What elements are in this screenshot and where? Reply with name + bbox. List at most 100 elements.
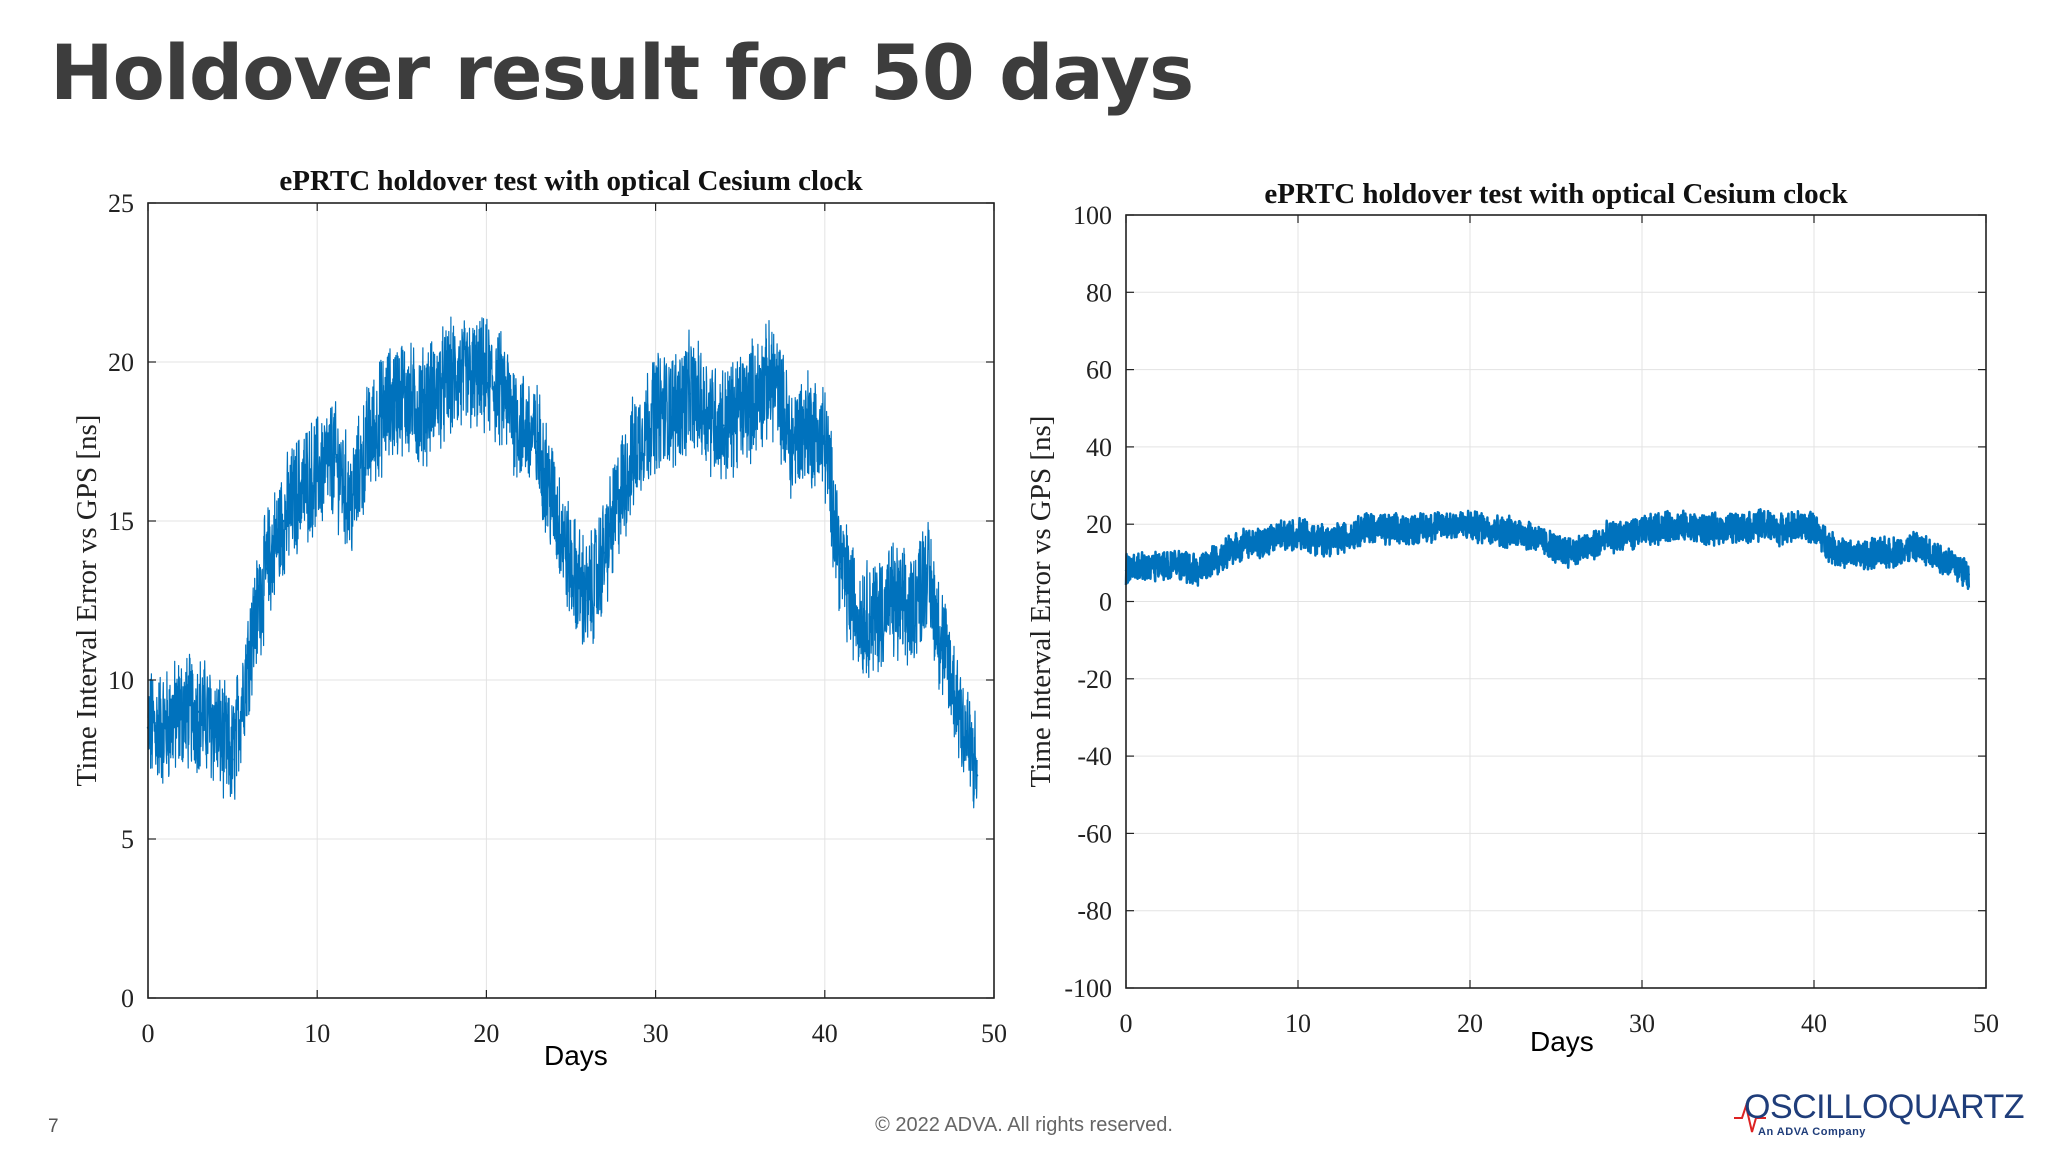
data-point bbox=[502, 392, 505, 395]
y-tick-label: 0 bbox=[1099, 588, 1112, 617]
y-tick-label: -80 bbox=[1077, 897, 1112, 926]
data-point bbox=[1468, 524, 1472, 528]
y-tick-label: -60 bbox=[1077, 819, 1112, 848]
series-line bbox=[1124, 508, 1971, 591]
data-point bbox=[180, 710, 184, 713]
series-line bbox=[147, 316, 978, 809]
x-tick-label: 40 bbox=[1801, 1009, 1827, 1038]
data-point bbox=[1830, 546, 1833, 549]
page-number: 7 bbox=[48, 1116, 59, 1137]
y-tick-label: 80 bbox=[1086, 278, 1112, 307]
data-point bbox=[603, 551, 607, 554]
logo-pulse-icon bbox=[1734, 1102, 1766, 1133]
y-tick-label: 60 bbox=[1086, 356, 1112, 385]
chart-right-xlabel: Days bbox=[1530, 1026, 1594, 1057]
data-point bbox=[705, 408, 708, 411]
data-point bbox=[1296, 532, 1300, 536]
data-point bbox=[299, 488, 302, 491]
data-point bbox=[975, 774, 979, 777]
data-point bbox=[958, 710, 962, 713]
data-point bbox=[1210, 561, 1214, 565]
x-tick-label: 20 bbox=[1457, 1009, 1483, 1038]
y-tick-label: 20 bbox=[108, 348, 134, 377]
data-point bbox=[316, 472, 319, 475]
chart-title: ePRTC holdover test with optical Cesium … bbox=[1264, 178, 1848, 210]
y-tick-label: 0 bbox=[121, 984, 134, 1013]
data-point bbox=[1486, 526, 1489, 530]
data-point bbox=[1365, 524, 1369, 528]
data-point bbox=[1933, 553, 1936, 557]
data-point bbox=[925, 567, 928, 570]
data-point bbox=[637, 440, 640, 443]
y-tick-label: 100 bbox=[1073, 201, 1112, 230]
data-point bbox=[1382, 528, 1386, 532]
data-point bbox=[1864, 553, 1867, 557]
data-point bbox=[417, 408, 420, 411]
data-point bbox=[722, 424, 725, 427]
data-point bbox=[552, 503, 556, 507]
data-point bbox=[857, 615, 860, 618]
data-point bbox=[1176, 561, 1179, 565]
data-point bbox=[349, 503, 353, 507]
data-point bbox=[1744, 526, 1747, 530]
data-point bbox=[671, 408, 674, 411]
data-point bbox=[451, 376, 454, 380]
data-point bbox=[163, 726, 167, 729]
data-point bbox=[569, 567, 573, 570]
y-tick-label: 15 bbox=[108, 507, 134, 536]
data-point bbox=[1331, 538, 1334, 541]
data-point bbox=[942, 647, 945, 650]
data-point bbox=[1967, 573, 1971, 576]
data-point bbox=[282, 519, 285, 523]
data-point bbox=[468, 376, 471, 380]
data-point bbox=[1400, 528, 1403, 532]
data-point bbox=[1314, 538, 1317, 541]
data-point bbox=[1847, 553, 1850, 557]
logo-tagline: An ADVA Company bbox=[1758, 1126, 1866, 1138]
x-tick-label: 40 bbox=[812, 1019, 838, 1048]
y-tick-label: -20 bbox=[1077, 665, 1112, 694]
data-point bbox=[1916, 546, 1919, 549]
data-point bbox=[1640, 530, 1644, 534]
data-point bbox=[789, 440, 793, 443]
data-point bbox=[248, 647, 251, 650]
x-tick-label: 0 bbox=[142, 1019, 155, 1048]
x-tick-label: 10 bbox=[304, 1019, 330, 1048]
data-point bbox=[1898, 550, 1902, 553]
data-point bbox=[891, 599, 894, 602]
data-point bbox=[1675, 524, 1678, 528]
data-point bbox=[1262, 542, 1265, 545]
y-tick-label: -40 bbox=[1077, 742, 1112, 771]
data-point bbox=[1658, 526, 1661, 530]
data-point bbox=[519, 424, 522, 427]
data-point bbox=[1623, 534, 1627, 537]
y-tick-label: 25 bbox=[108, 189, 134, 218]
data-point bbox=[1589, 546, 1592, 549]
x-tick-label: 30 bbox=[1629, 1009, 1655, 1038]
oscilloquartz-logo: OSCILLOQUARTZ An ADVA Company bbox=[1734, 1088, 2025, 1140]
y-axis-label: Time Interval Error vs GPS [ns] bbox=[1025, 416, 1057, 788]
data-point bbox=[1554, 548, 1558, 551]
slide-title: Holdover result for 50 days bbox=[50, 28, 1194, 117]
y-tick-label: 40 bbox=[1086, 433, 1112, 462]
x-tick-label: 50 bbox=[981, 1019, 1007, 1048]
data-point bbox=[1692, 526, 1695, 530]
data-point bbox=[688, 392, 691, 395]
data-point bbox=[383, 408, 387, 411]
data-point bbox=[1434, 524, 1437, 528]
data-point bbox=[214, 726, 217, 729]
data-point bbox=[197, 710, 200, 713]
data-point bbox=[620, 488, 623, 491]
copyright-notice: © 2022 ADVA. All rights reserved. bbox=[875, 1114, 1173, 1136]
data-point bbox=[434, 392, 437, 395]
data-point bbox=[739, 408, 742, 411]
data-point bbox=[1778, 528, 1781, 532]
data-point bbox=[1726, 526, 1730, 530]
data-point bbox=[1761, 523, 1764, 526]
data-point bbox=[586, 599, 590, 602]
data-point bbox=[840, 567, 843, 570]
data-point bbox=[1812, 526, 1816, 530]
data-point bbox=[485, 376, 488, 380]
data-point bbox=[1142, 565, 1145, 568]
